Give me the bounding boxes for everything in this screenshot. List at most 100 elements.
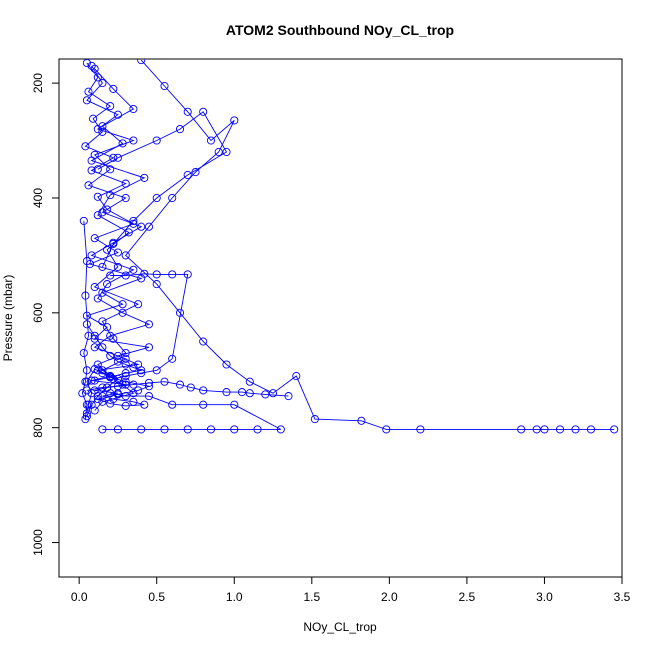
y-tick-label: 200 [31,73,45,93]
data-point [245,377,254,386]
data-point [144,378,154,387]
data-point [106,271,115,280]
data-point [183,107,192,116]
x-tick-label: 0.0 [71,590,88,604]
data-point [357,416,366,425]
data-point [98,397,107,406]
data-point [98,79,107,88]
data-point [103,205,112,214]
data-point [144,343,154,352]
data-point [253,425,262,434]
data-point [129,219,138,228]
data-point [310,415,319,424]
data-point [129,136,138,145]
data-point [245,389,254,398]
data-point [113,248,122,257]
data-point [109,239,118,248]
data-point [175,380,185,389]
data-point [118,300,127,309]
data-point [134,300,143,309]
data-point [90,282,99,292]
data-point [168,354,177,363]
data-point [81,377,90,386]
data-point [82,96,91,105]
data-point [129,380,138,389]
data-point [98,369,107,378]
data-point [292,371,301,381]
data-point [137,366,146,375]
data-point [118,308,127,317]
data-point [113,382,122,391]
x-tick-label: 2.0 [381,590,398,604]
data-point [168,270,177,279]
data-point [106,165,115,174]
data-point [152,280,161,289]
data-point [98,425,107,434]
data-point [79,216,88,225]
data-point [137,369,146,378]
data-point [121,348,130,358]
data-point [93,211,102,220]
data-point [121,401,130,410]
data-point [121,371,130,381]
data-point [186,383,195,392]
data-point [140,400,149,409]
data-point [106,373,115,382]
data-point [276,425,285,434]
data-point [144,222,154,231]
data-point [571,425,580,434]
data-point [168,193,177,203]
data-point [214,147,223,157]
data-point [113,351,122,360]
data-point [82,320,91,329]
data-point [175,125,185,134]
data-point [90,406,99,415]
data-point [103,323,112,332]
data-point [121,360,130,369]
data-point [93,125,102,134]
data-point [82,400,91,409]
chart-title: ATOM2 Southbound NOy_CL_trop [226,22,454,38]
data-point [206,425,216,434]
data-point [416,425,425,434]
data-point [81,142,90,151]
data-point [113,425,122,434]
x-tick-label: 1.0 [226,590,243,604]
data-point [87,61,96,70]
series-line [81,220,89,420]
data-point [222,147,231,157]
data-point [222,388,231,397]
data-point [93,192,102,201]
data-point [90,234,99,243]
data-point [129,216,138,225]
data-point [160,377,169,386]
data-point [137,222,146,231]
data-point [89,114,98,123]
data-point [98,383,107,392]
x-tick-label: 1.5 [303,590,320,604]
data-point [199,386,208,395]
x-axis: 0.0 0.5 1.0 1.5 2.0 2.5 3.0 3.5 [71,576,631,604]
data-point [134,386,143,395]
data-point [109,153,118,162]
data-point [183,170,192,180]
data-point [121,193,130,203]
data-point [98,288,107,297]
data-point [586,425,596,434]
data-point [261,390,270,399]
data-point [517,425,526,434]
data-point [206,136,216,145]
data-point [222,360,231,369]
data-point [144,320,154,329]
data-point [137,425,146,434]
data-point [84,181,93,190]
data-point [137,59,146,65]
data-point [82,409,91,418]
y-axis-label: Pressure (mbar) [1,275,15,362]
data-point [103,280,112,289]
data-point [109,334,118,343]
data-point [532,425,541,434]
data-point [87,251,96,260]
series-line [110,273,189,380]
data-point [87,166,96,175]
